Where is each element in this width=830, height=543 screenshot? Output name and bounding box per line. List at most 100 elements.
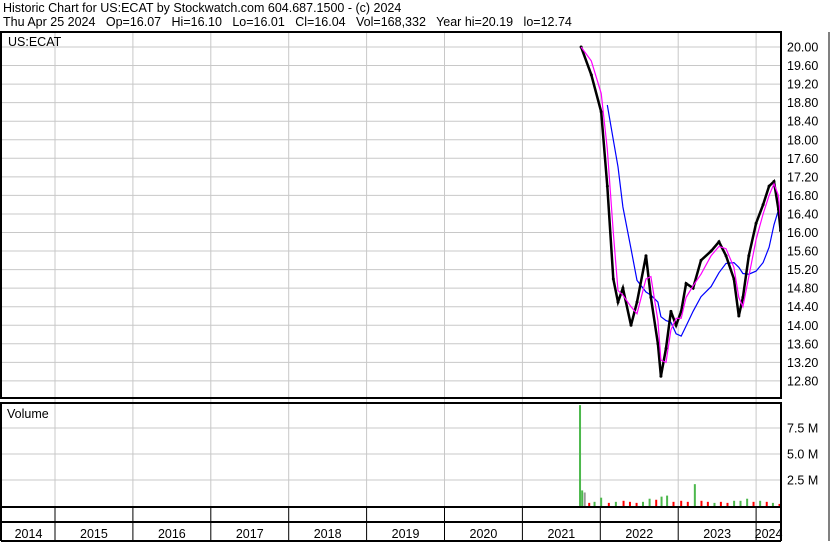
x-tick-label: 2018 (314, 527, 342, 541)
y-tick-label: 16.80 (787, 189, 818, 203)
x-tick-label: 2021 (547, 527, 575, 541)
y-tick-label: 18.80 (787, 96, 818, 110)
price-point (699, 258, 703, 262)
price-point (656, 342, 660, 346)
y-tick-label: 13.20 (787, 356, 818, 370)
price-point (747, 254, 751, 258)
volume-bar (655, 499, 658, 506)
volume-bar (660, 496, 663, 506)
price-point (732, 277, 736, 281)
volume-bar (771, 502, 774, 506)
volume-bar (666, 495, 669, 506)
x-tick-label: 2016 (158, 527, 186, 541)
volume-tick-label: 7.5 M (787, 422, 818, 436)
price-point (616, 300, 620, 304)
volume-bar (700, 500, 703, 506)
price-point (611, 277, 615, 281)
price-point (649, 295, 653, 299)
volume-bar (706, 501, 709, 506)
volume-bar (581, 490, 584, 506)
volume-bar (686, 501, 689, 506)
volume-bar (752, 501, 755, 506)
price-point (621, 286, 625, 290)
price-point (599, 110, 603, 114)
x-tick-label: 2014 (15, 527, 43, 541)
y-tick-label: 15.60 (787, 245, 818, 259)
volume-bar (693, 484, 696, 506)
y-tick-label: 19.20 (787, 78, 818, 92)
volume-bar (680, 500, 683, 506)
x-tick-label: 2023 (703, 527, 731, 541)
volume-bar (614, 501, 617, 506)
volume-bar (583, 492, 586, 506)
x-tick-label: 2024 (755, 527, 783, 541)
y-tick-label: 14.40 (787, 300, 818, 314)
x-tick-label: 2019 (392, 527, 420, 541)
y-tick-label: 17.60 (787, 152, 818, 166)
price-point (635, 300, 639, 304)
chart-title: Historic Chart for US:ECAT by Stockwatch… (3, 1, 402, 15)
price-point (669, 309, 673, 313)
x-tick-label: 2020 (470, 527, 498, 541)
price-point (741, 295, 745, 299)
volume-label: Volume (7, 407, 49, 421)
x-tick-label: 2022 (625, 527, 653, 541)
price-point (644, 254, 648, 258)
y-tick-label: 20.00 (787, 41, 818, 55)
volume-bar (648, 498, 651, 506)
volume-bar (733, 500, 736, 506)
volume-bar (726, 502, 729, 506)
volume-panel-border (0, 402, 782, 508)
price-point (709, 249, 713, 253)
volume-bar (641, 501, 644, 506)
volume-bar (746, 498, 749, 506)
volume-bar (778, 503, 781, 506)
volume-bar (719, 501, 722, 506)
price-point (737, 314, 741, 318)
volume-bar (765, 501, 768, 506)
volume-bar (588, 502, 591, 506)
volume-bar (635, 502, 638, 506)
volume-bar (593, 501, 596, 506)
price-point (629, 323, 633, 327)
symbol-label: US:ECAT (8, 35, 62, 49)
y-tick-label: 15.20 (787, 263, 818, 277)
price-line (579, 46, 782, 377)
volume-bar (579, 405, 582, 506)
x-tick-label: 2015 (80, 527, 108, 541)
price-point (772, 179, 776, 183)
price-point (664, 346, 668, 350)
volume-bar (672, 501, 675, 506)
quote-summary: Thu Apr 25 2024 Op=16.07 Hi=16.10 Lo=16.… (3, 15, 572, 29)
volume-bar (607, 502, 610, 506)
price-point (589, 73, 593, 77)
price-point (717, 240, 721, 244)
y-tick-label: 12.80 (787, 374, 818, 388)
y-tick-label: 18.40 (787, 115, 818, 129)
volume-bar (759, 500, 762, 506)
price-point (761, 203, 765, 207)
volume-bar (739, 500, 742, 506)
volume-bar (600, 497, 603, 506)
volume-tick-label: 2.5 M (787, 474, 818, 488)
volume-tick-label: 5.0 M (787, 448, 818, 462)
volume-bar (628, 501, 631, 506)
y-tick-label: 19.60 (787, 59, 818, 73)
price-point (659, 374, 663, 378)
price-point (767, 184, 771, 188)
volume-bar (713, 502, 716, 506)
price-panel-border (0, 31, 782, 399)
price-point (679, 309, 683, 313)
y-tick-label: 17.20 (787, 170, 818, 184)
y-tick-label: 14.00 (787, 319, 818, 333)
price-point (674, 323, 678, 327)
long-moving-average-line (606, 104, 782, 337)
volume-bar (622, 500, 625, 506)
y-tick-label: 18.00 (787, 133, 818, 147)
price-point (724, 254, 728, 258)
y-tick-label: 13.60 (787, 337, 818, 351)
price-point (754, 221, 758, 225)
y-tick-label: 14.80 (787, 282, 818, 296)
x-tick-label: 2017 (236, 527, 264, 541)
